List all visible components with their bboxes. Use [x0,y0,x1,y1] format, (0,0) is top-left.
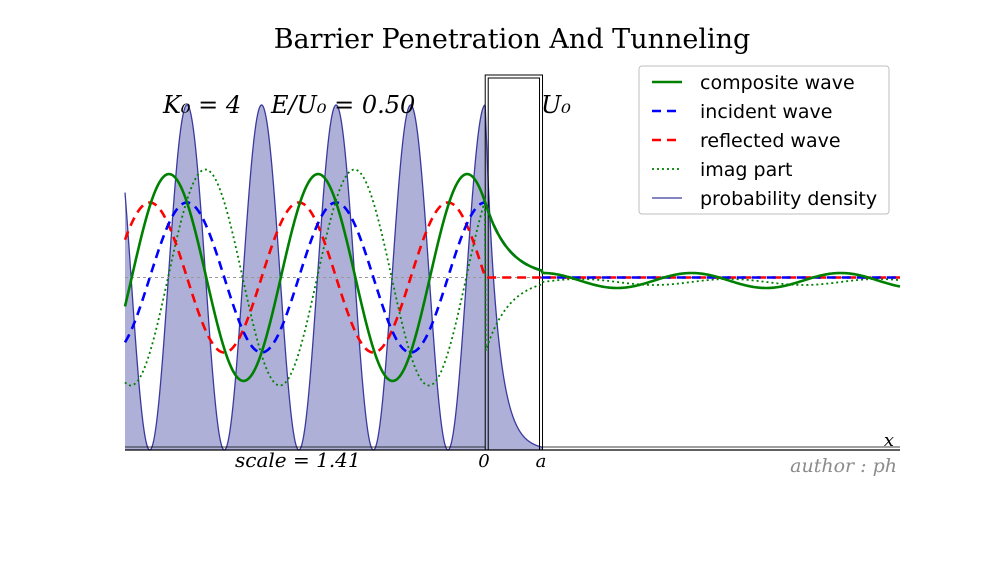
x-origin-label: 0 [478,451,489,472]
legend-label-4: probability density [700,188,877,210]
legend-label-0: composite wave [700,72,855,94]
chart-title: Barrier Penetration And Tunneling [274,24,751,55]
k0-annotation: K₀ = 4 [162,91,241,119]
legend-label-2: reflected wave [700,130,841,152]
barrier-height-label: U₀ [541,91,571,119]
legend: composite wave incident wave reflected wav… [638,65,890,215]
author-credit: author : ph [790,455,897,477]
density-fill [125,105,543,450]
legend-label-3: imag part [700,159,793,181]
barrier-outline [484,74,544,450]
legend-box [638,65,890,215]
legend-label-1: incident wave [700,101,832,123]
x-axis-label: x [884,430,894,451]
plot-area [123,74,901,451]
energy-ratio-annotation: E/U₀ = 0.50 [270,91,415,119]
x-barrier-end-label: a [536,451,547,472]
barrier-inner-outline [487,77,541,450]
legend-items: composite wave incident wave reflected wav… [652,72,877,210]
density-line [124,104,544,451]
composite-wave-line [123,172,901,383]
scale-annotation: scale = 1.41 [235,448,361,472]
